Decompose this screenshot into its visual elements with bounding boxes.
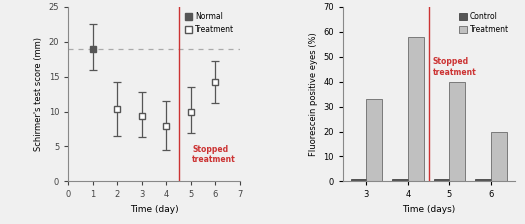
- Bar: [351, 179, 366, 181]
- Bar: [392, 179, 408, 181]
- Text: Stopped
treatment: Stopped treatment: [192, 144, 236, 164]
- Legend: Normal, Treatment: Normal, Treatment: [183, 11, 236, 35]
- Bar: [408, 37, 424, 181]
- X-axis label: Time (day): Time (day): [130, 205, 179, 214]
- Bar: [434, 179, 449, 181]
- Y-axis label: Fluorescein positive eyes (%): Fluorescein positive eyes (%): [309, 32, 318, 156]
- X-axis label: Time (days): Time (days): [402, 205, 455, 214]
- Bar: [491, 131, 507, 181]
- Bar: [475, 179, 491, 181]
- Bar: [366, 99, 382, 181]
- Y-axis label: Schirmer's test score (mm): Schirmer's test score (mm): [34, 37, 43, 151]
- Legend: Control, Treatment: Control, Treatment: [458, 11, 511, 35]
- Text: Stopped
treatment: Stopped treatment: [433, 57, 477, 77]
- Bar: [449, 82, 465, 181]
